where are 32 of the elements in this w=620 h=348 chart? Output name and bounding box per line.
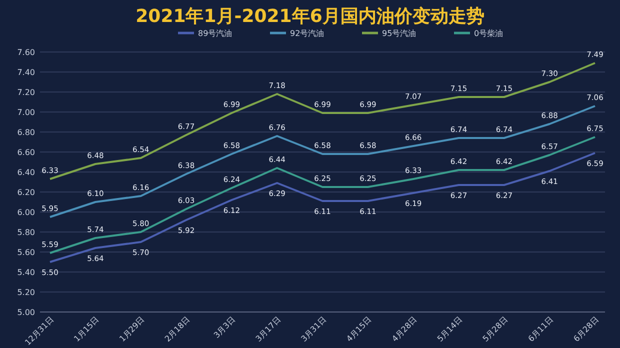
legend-label: 89号汽油 — [198, 29, 232, 38]
legend-label: 92号汽油 — [290, 29, 324, 38]
x-tick-label: 6月11日 — [526, 315, 555, 344]
y-tick-label: 5.80 — [17, 228, 35, 237]
y-tick-label: 6.60 — [17, 148, 35, 157]
y-tick-label: 7.00 — [17, 108, 35, 117]
y-tick-label: 5.20 — [17, 288, 35, 297]
x-tick-label: 3月17日 — [254, 315, 282, 344]
y-tick-label: 6.80 — [17, 128, 35, 137]
chart-title: 2021年1月-2021年6月国内油价变动走势 — [136, 6, 484, 27]
x-tick-label: 6月28日 — [572, 315, 600, 344]
x-tick-label: 12月31日 — [23, 315, 56, 348]
y-tick-label: 7.40 — [17, 68, 35, 77]
y-tick-label: 7.60 — [17, 48, 35, 57]
y-tick-label: 7.20 — [17, 88, 35, 97]
legend-label: 95号汽油 — [382, 29, 416, 38]
y-tick-label: 5.40 — [17, 268, 35, 277]
x-tick-label: 5月14日 — [436, 315, 464, 344]
x-tick-label: 1月29日 — [118, 315, 146, 344]
y-tick-label: 5.00 — [17, 308, 35, 317]
y-tick-label: 6.20 — [17, 188, 35, 197]
x-tick-label: 4月15日 — [344, 315, 374, 344]
x-tick-label: 5月28日 — [481, 315, 510, 344]
x-tick-label: 2月18日 — [163, 315, 192, 344]
x-tick-label: 3月31日 — [299, 315, 328, 344]
y-tick-label: 6.40 — [17, 168, 35, 177]
x-tick-label: 3月3日 — [212, 315, 238, 340]
legend-label: 0号柴油 — [474, 29, 504, 38]
x-tick-label: 1月15日 — [72, 315, 101, 344]
y-tick-label: 6.00 — [17, 208, 35, 217]
x-tick-label: 4月28日 — [390, 315, 419, 344]
y-tick-label: 5.60 — [17, 248, 35, 257]
